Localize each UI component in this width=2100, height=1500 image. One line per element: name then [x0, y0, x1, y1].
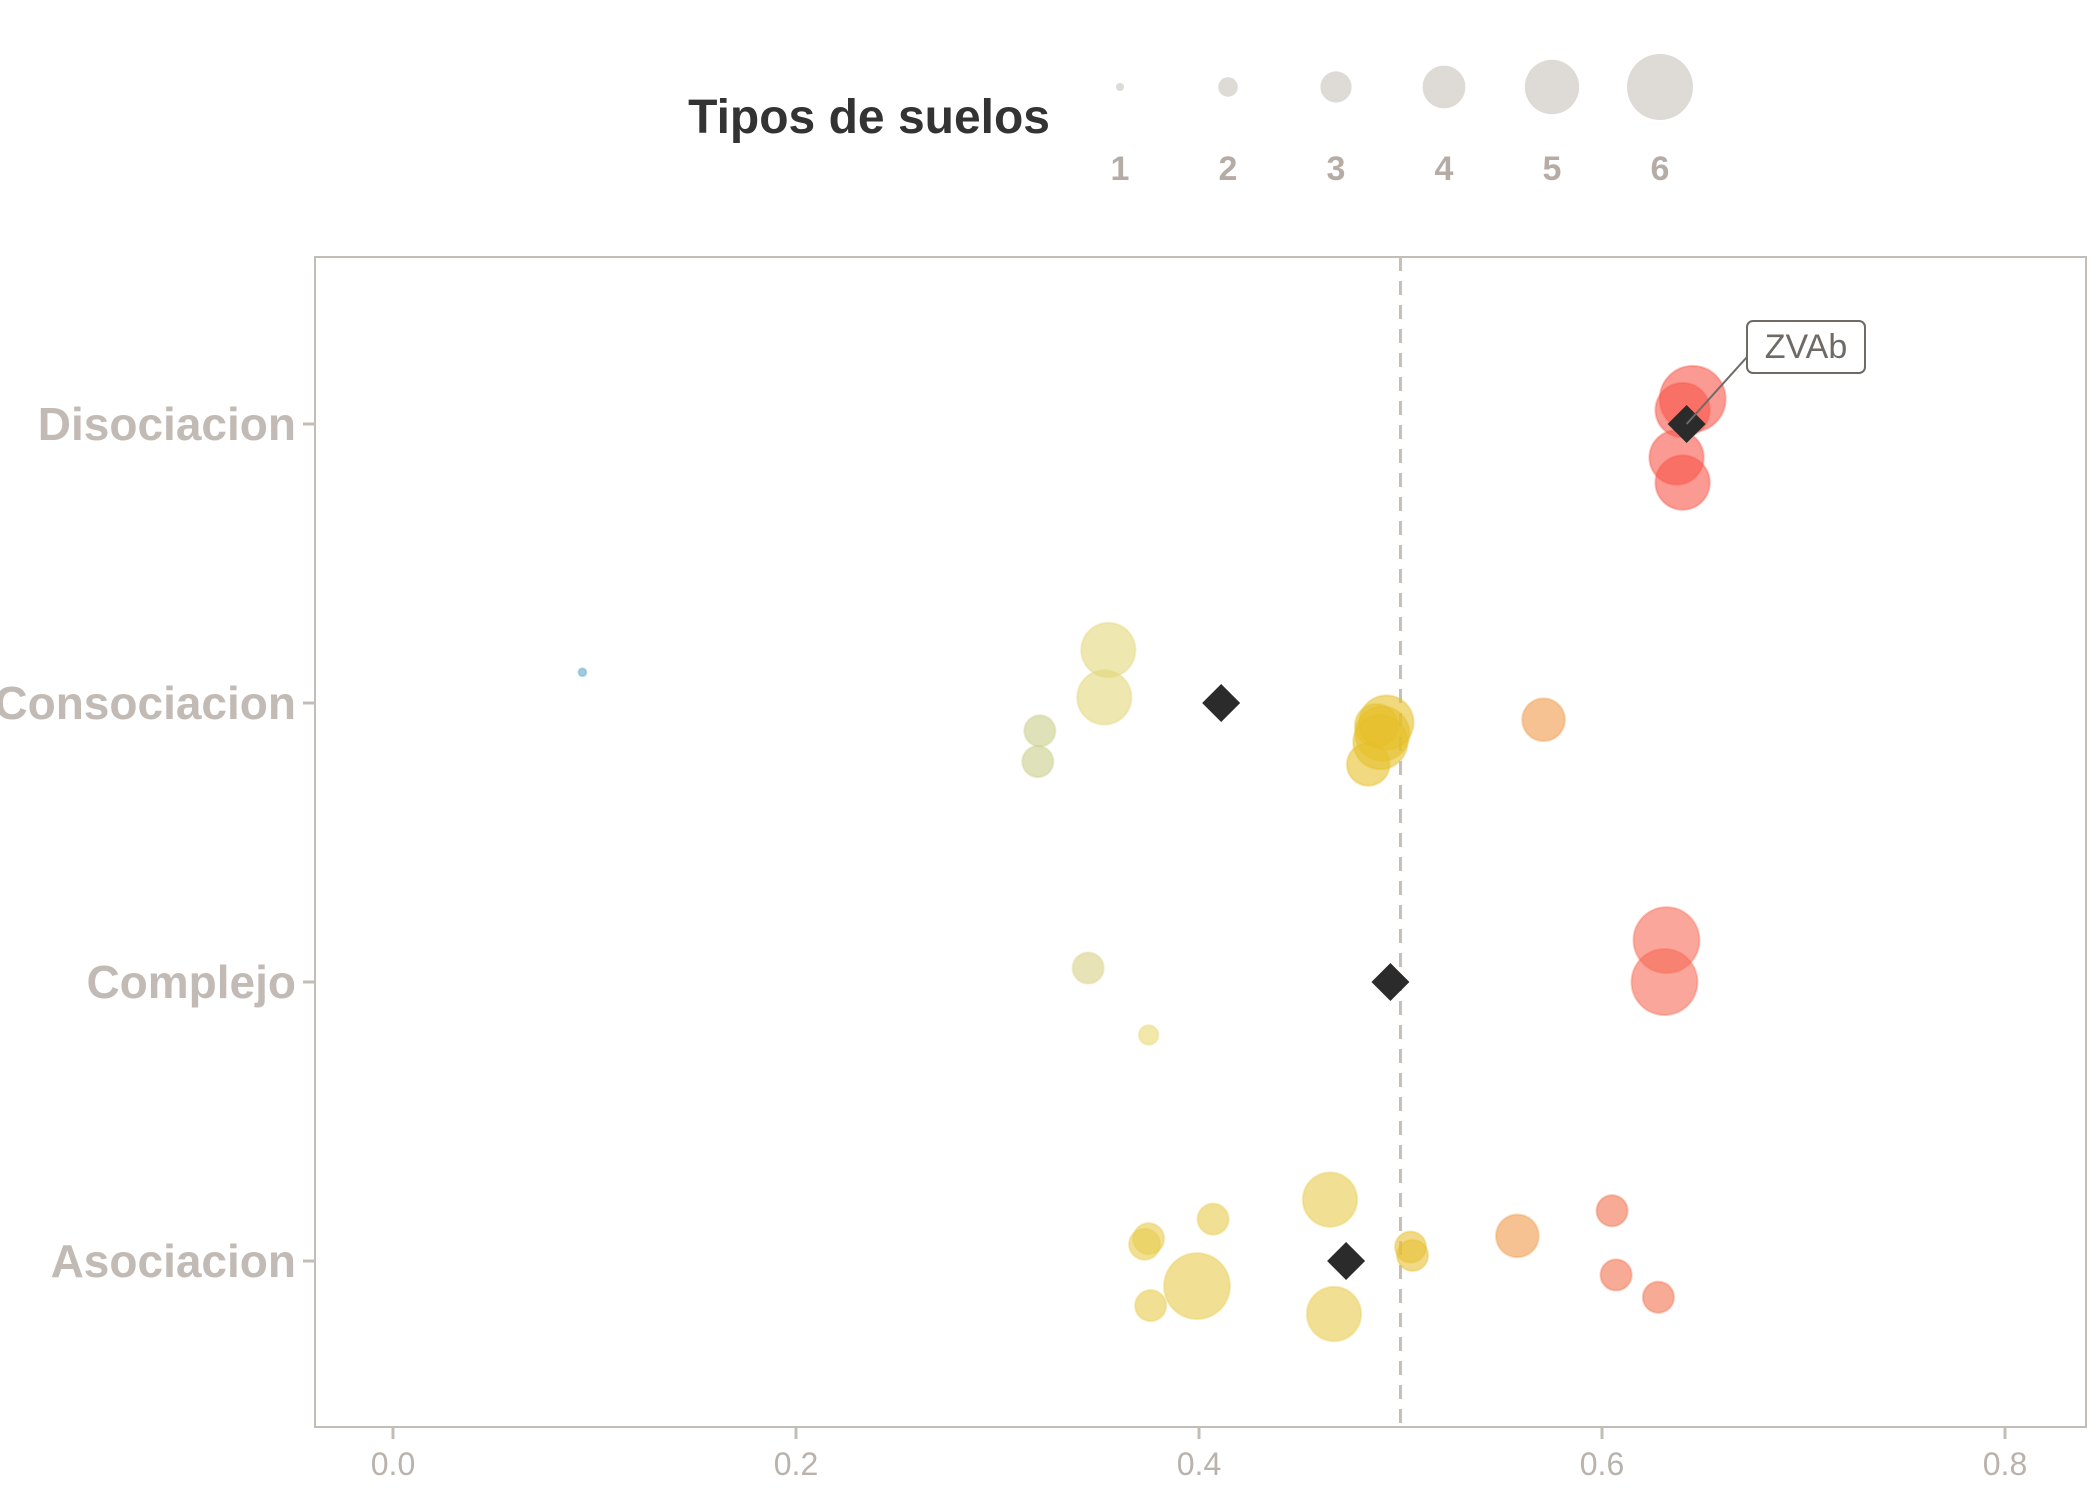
- legend-items: 1 2 3 4 5 6: [1111, 54, 1693, 188]
- annotation-leader: [1685, 356, 1748, 425]
- legend-size-label: 1: [1111, 150, 1130, 188]
- legend-size-circle: [1218, 77, 1238, 97]
- annotations-layer: ZVAb: [1685, 320, 1866, 425]
- data-point: [1162, 1252, 1231, 1321]
- x-tick-label: 0.0: [371, 1446, 415, 1482]
- legend-size-label: 6: [1651, 150, 1670, 188]
- x-tick-label: 0.2: [774, 1446, 818, 1482]
- data-point: [1134, 1289, 1168, 1323]
- data-point: [1521, 697, 1566, 743]
- data-point: [1630, 948, 1699, 1016]
- annotation-label: ZVAb: [1765, 328, 1848, 366]
- legend-title: Tipos de suelos: [688, 91, 1050, 144]
- x-axis: 0.0 0.2 0.4 0.6 0.8: [371, 1427, 2027, 1482]
- legend-size-label: 3: [1327, 150, 1346, 188]
- data-point: [1305, 1285, 1363, 1343]
- y-axis: Asociacion Complejo Consociacion Disociacio…: [0, 398, 315, 1287]
- y-tick-label: Disociacion: [38, 398, 296, 450]
- legend-size-label: 4: [1435, 150, 1454, 188]
- data-point: [1021, 744, 1055, 779]
- y-tick-label: Complejo: [86, 956, 296, 1008]
- data-point: [1301, 1171, 1359, 1228]
- data-point: [1599, 1258, 1633, 1292]
- data-point: [1595, 1194, 1629, 1228]
- data-point: [1641, 1280, 1676, 1314]
- data-point: [1071, 951, 1105, 985]
- mean-marker: [1202, 684, 1241, 722]
- data-point: [577, 667, 588, 678]
- data-point: [1080, 621, 1137, 679]
- annotation-box: [1746, 320, 1866, 374]
- legend-size-label: 5: [1543, 150, 1562, 188]
- legend-size-circle: [1627, 54, 1693, 120]
- x-tick-label: 0.8: [1983, 1446, 2027, 1482]
- data-point: [1345, 741, 1391, 787]
- legend-size-circle: [1524, 59, 1580, 115]
- legend-size-circle: [1422, 65, 1466, 109]
- data-point: [1076, 669, 1133, 726]
- data-point: [1023, 714, 1057, 748]
- y-tick-label: Consociacion: [0, 677, 296, 729]
- data-point: [1654, 454, 1711, 511]
- data-point: [1196, 1202, 1230, 1236]
- data-point: [1137, 1024, 1160, 1046]
- data-point: [1494, 1213, 1540, 1259]
- legend: Tipos de suelos 1 2 3 4 5 6: [688, 54, 1693, 188]
- legend-size-circle: [1116, 83, 1124, 91]
- mean-marker: [1327, 1242, 1366, 1280]
- y-tick-label: Asociacion: [51, 1235, 296, 1287]
- legend-size-label: 2: [1219, 150, 1238, 188]
- x-tick-label: 0.4: [1177, 1446, 1221, 1482]
- legend-size-circle: [1320, 71, 1352, 103]
- data-point: [1127, 1227, 1162, 1261]
- mean-marker: [1371, 963, 1410, 1001]
- plot-panel: [314, 256, 2087, 1428]
- x-tick-label: 0.6: [1580, 1446, 1624, 1482]
- data-point: [1395, 1238, 1430, 1273]
